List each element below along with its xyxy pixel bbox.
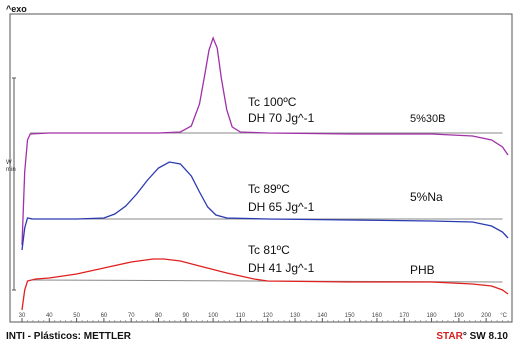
x-tick-label-120: 120: [263, 313, 274, 319]
series-label-5pctna: 5%Na: [410, 190, 443, 204]
footer-version: ° SW 8.10: [462, 331, 508, 342]
x-tick-label-190: 190: [454, 313, 465, 319]
x-tick-label-170: 170: [399, 313, 410, 319]
plot-frame: [9, 13, 513, 323]
x-tick-label-30: 30: [19, 313, 26, 319]
annotation-5pctna-tc: Tc 89ºC: [248, 182, 290, 196]
x-tick-label-110: 110: [236, 313, 246, 319]
exo-label: ^exo: [6, 4, 27, 14]
x-tick-label-160: 160: [372, 313, 383, 319]
x-tick-label-100: 100: [208, 313, 219, 319]
x-tick-label-70: 70: [128, 313, 135, 319]
annotation-5pct30b-tc: Tc 100ºC: [248, 95, 297, 109]
scale-label-w: W: [6, 160, 12, 166]
series-group: [21, 36, 509, 311]
footer-software: STAR° SW 8.10: [436, 331, 508, 342]
x-tick-label-50: 50: [73, 313, 80, 319]
x-tick-label-80: 80: [155, 313, 162, 319]
x-tick-label-180: 180: [427, 313, 438, 319]
x-tick-label-200: 200: [481, 313, 492, 319]
series-label-phb: PHB: [410, 263, 435, 277]
x-tick-label-140: 140: [317, 313, 328, 319]
x-tick-label-60: 60: [101, 313, 108, 319]
series-line-5-30b: [21, 36, 509, 246]
scale-label-min: min: [6, 167, 16, 173]
x-tick-label-90: 90: [182, 313, 189, 319]
annotation-phb-dh: DH 41 Jg^-1: [248, 261, 315, 275]
series-line-5-na: [21, 161, 509, 251]
annotation-phb-tc: Tc 81ºC: [248, 243, 290, 257]
x-tick-label-150: 150: [345, 313, 356, 319]
series-line-phb: [21, 258, 509, 311]
x-tick-label-130: 130: [290, 313, 301, 319]
footer-brand: STAR: [436, 331, 463, 342]
footer-source: INTI - Plásticos: METTLER: [6, 331, 132, 342]
x-unit-label: °C: [500, 313, 507, 319]
annotation-5pct30b-dh: DH 70 Jg^-1: [248, 111, 315, 125]
x-tick-label-40: 40: [46, 313, 53, 319]
series-label-5pct30b: 5%30B: [410, 113, 446, 125]
scale-bar-label: W min: [6, 160, 16, 174]
x-axis: 30 40 50 60 70 80 90 100 110 120 130 140 150 160 170 18…: [19, 313, 509, 322]
annotation-5pctna-dh: DH 65 Jg^-1: [248, 200, 315, 214]
